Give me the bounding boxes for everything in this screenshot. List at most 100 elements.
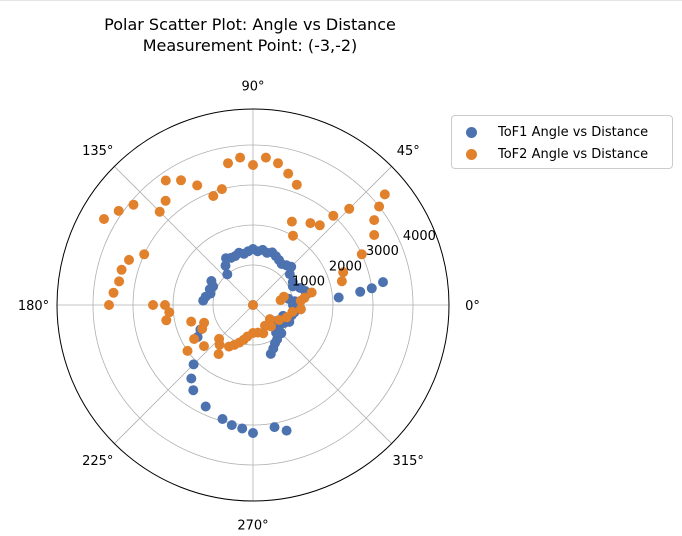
point-series2-69 [295,304,306,315]
angle-tick-label-45: 45° [397,144,420,159]
point-series2-13 [344,203,355,214]
point-series2-38 [116,264,127,275]
point-series2-19 [291,179,302,190]
point-series2-53 [214,339,225,350]
point-series1-42 [237,423,248,434]
point-series2-25 [223,158,233,169]
point-series1-25 [221,253,231,264]
point-series2-31 [160,195,171,206]
point-series1-62 [366,283,377,294]
radial-tick-label-3000: 3000 [366,244,399,259]
point-series2-45 [161,315,172,326]
point-series1-36 [188,359,199,370]
point-series1-45 [281,425,292,436]
point-series2-17 [288,230,298,241]
point-series2-29 [176,175,186,186]
point-series2-0 [248,300,258,310]
point-series2-68 [287,306,298,317]
point-series2-39 [114,276,125,287]
angle-tick-label-135: 135° [82,144,113,159]
point-series2-49 [189,334,200,344]
point-series1-33 [198,295,209,306]
legend-marker-tof2 [466,148,477,160]
point-series2-6 [336,276,347,287]
legend-marker-tof1 [466,126,477,138]
point-series2-5 [306,287,317,298]
point-series2-14 [328,210,339,221]
point-series2-15 [314,220,325,231]
legend-label-tof2: ToF2 Angle vs Distance [498,146,649,162]
angle-tick-label-315: 315° [393,454,424,469]
legend-label-tof1: ToF1 Angle vs Distance [498,124,649,140]
point-series2-16 [305,218,316,229]
tick-labels: 0° 45° 90° 135° 180° 225° 270° 315° 1000 2000 3000… [18,79,480,533]
point-series2-41 [104,300,114,310]
polar-grid [56,108,450,502]
radial-tick-label-1000: 1000 [292,275,325,290]
point-series2-20 [283,168,294,179]
angle-tick-label-0: 0° [465,299,480,314]
point-series2-42 [148,300,158,310]
point-series2-44 [164,307,175,318]
legend-entry-tof2: ToF2 Angle vs Distance [466,144,648,164]
chart-title-block: Polar Scatter Plot: Angle vs Distance Me… [0,14,500,56]
point-series1-61 [355,286,366,297]
point-series2-46 [186,316,197,327]
point-series1-60 [333,292,344,303]
point-series1-43 [248,428,258,438]
chart-title: Polar Scatter Plot: Angle vs Distance [104,15,396,34]
radial-tick-label-4000: 4000 [403,229,436,244]
point-series1-8 [287,277,298,287]
legend: ToF1 Angle vs Distance ToF2 Angle vs Dis… [451,115,673,169]
top-divider [0,0,682,1]
point-series2-51 [199,341,209,352]
point-series2-9 [369,230,380,240]
angle-tick-label-180: 180° [18,299,49,314]
point-series2-65 [264,314,275,325]
point-series2-26 [216,184,227,195]
point-series1-40 [217,414,228,424]
point-series2-10 [369,215,380,226]
point-series1-38 [188,385,199,396]
point-series2-18 [286,216,297,227]
angle-tick-label-225: 225° [82,454,113,469]
point-series2-28 [192,180,203,191]
legend-entry-tof1: ToF1 Angle vs Distance [466,122,648,142]
angle-tick-label-270: 270° [237,519,268,534]
point-series1-26 [220,260,231,271]
point-series2-43 [160,300,170,310]
chart-subtitle: Measurement Point: (-3,-2) [142,36,358,55]
point-series1-44 [269,422,280,433]
point-series2-30 [160,175,171,186]
point-series2-50 [182,345,193,356]
point-series2-36 [139,249,150,260]
radial-gridline-3000 [132,184,374,426]
point-series2-37 [124,254,134,265]
point-series2-32 [154,206,165,217]
point-series2-8 [356,249,367,260]
radial-tick-label-2000: 2000 [329,259,362,274]
radial-gridline-2000 [172,224,334,386]
angle-gridline-135 [114,166,254,306]
point-series2-11 [374,201,385,212]
point-series1-27 [222,269,233,280]
point-series2-23 [248,160,258,170]
angle-gridline-225 [114,304,254,444]
angle-tick-label-90: 90° [241,79,264,94]
angle-gridline-45 [252,166,392,306]
polar-frame [56,108,450,502]
point-series1-41 [226,420,237,431]
point-series2-24 [235,152,246,163]
point-series1-39 [200,401,211,412]
point-series2-66 [274,315,284,325]
point-series1-37 [186,373,197,384]
point-series2-48 [197,323,208,334]
radial-gridline-4000 [92,144,414,466]
scatter-points [99,152,390,438]
point-series2-7 [338,267,349,278]
point-series2-54 [213,349,224,360]
point-series2-40 [108,287,119,298]
point-series2-33 [128,199,139,210]
point-series2-21 [273,158,283,169]
